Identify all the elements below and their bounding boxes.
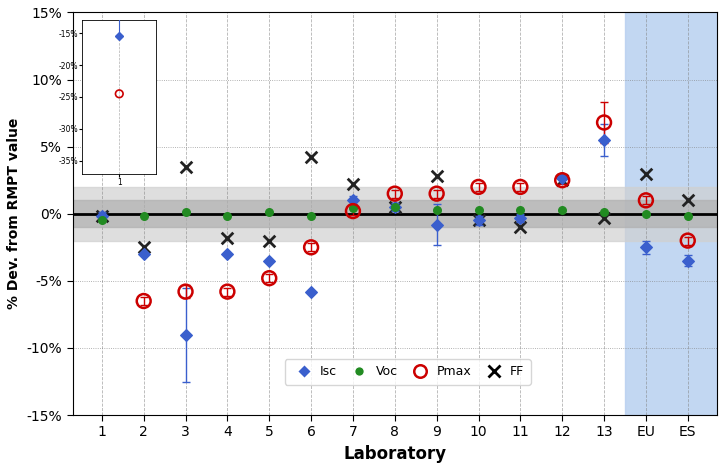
Point (389, 204, 400, 211)
Bar (625, 12, 717, 415)
Point (138, 297, 149, 305)
Point (557, 206, 568, 213)
Point (682, 213, 694, 220)
Point (473, 183, 484, 191)
Point (389, 204, 400, 211)
Point (180, 288, 191, 295)
Point (640, 170, 652, 177)
Point (306, 213, 317, 220)
Point (682, 237, 694, 244)
Point (264, 237, 275, 244)
Point (347, 196, 358, 204)
Point (598, 119, 610, 126)
Point (598, 136, 610, 144)
Point (180, 209, 191, 216)
Point (682, 196, 694, 204)
Point (180, 331, 191, 338)
Bar (72, 187, 717, 241)
Point (222, 213, 233, 220)
Point (389, 204, 400, 211)
Bar (72, 200, 717, 227)
Point (180, 163, 191, 171)
Point (431, 221, 442, 228)
Legend: Isc, Voc, Pmax, FF: Isc, Voc, Pmax, FF (285, 359, 531, 384)
Point (264, 257, 275, 265)
Point (306, 288, 317, 295)
Point (222, 234, 233, 242)
Point (682, 257, 694, 265)
Point (96, 217, 108, 224)
Point (347, 180, 358, 188)
Point (389, 190, 400, 197)
Point (431, 206, 442, 213)
Point (347, 204, 358, 212)
Y-axis label: % Dev. from RMPT value: % Dev. from RMPT value (7, 118, 21, 309)
Point (138, 243, 149, 251)
X-axis label: Laboratory: Laboratory (343, 445, 447, 463)
Point (264, 209, 275, 216)
Point (640, 196, 652, 204)
Point (431, 172, 442, 180)
Point (515, 183, 526, 191)
Point (473, 217, 484, 224)
Point (515, 223, 526, 231)
Point (138, 213, 149, 220)
Point (473, 206, 484, 213)
Point (640, 210, 652, 218)
Point (640, 243, 652, 251)
Point (515, 214, 526, 221)
Point (598, 214, 610, 221)
Point (515, 206, 526, 213)
Point (557, 176, 568, 184)
Point (96, 213, 108, 220)
Point (598, 209, 610, 216)
Point (96, 213, 108, 220)
Point (264, 274, 275, 282)
Point (557, 174, 568, 181)
Point (138, 250, 149, 258)
Point (473, 217, 484, 224)
Point (306, 243, 317, 251)
Point (222, 250, 233, 258)
Point (431, 190, 442, 197)
Point (347, 207, 358, 215)
Point (557, 176, 568, 184)
Point (222, 288, 233, 295)
Point (306, 154, 317, 161)
